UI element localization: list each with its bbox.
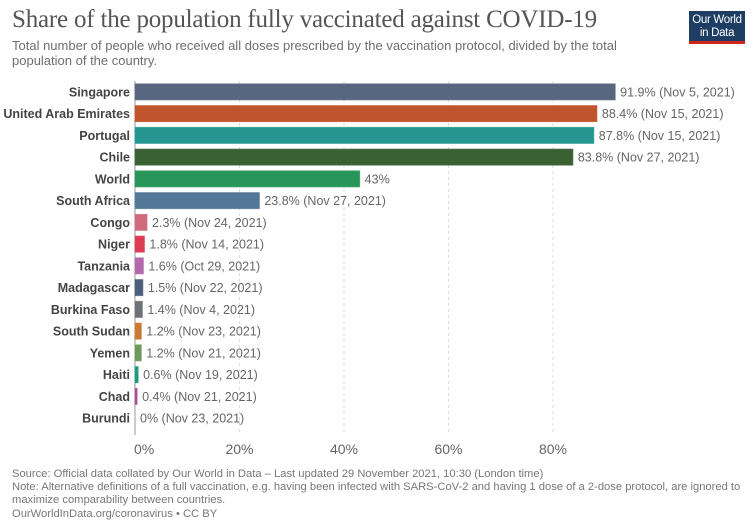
- data-label: 87.8% (Nov 15, 2021): [599, 129, 721, 143]
- category-label: Congo: [90, 216, 130, 230]
- bar: [134, 126, 595, 144]
- category-label: Chile: [99, 151, 130, 165]
- category-label: South Sudan: [53, 325, 130, 339]
- bar: [134, 366, 139, 384]
- bar: [134, 170, 361, 188]
- bar: [134, 213, 148, 231]
- data-label: 2.3% (Nov 24, 2021): [152, 216, 267, 230]
- x-tick-label: 60%: [434, 441, 462, 457]
- category-label: South Africa: [56, 194, 131, 208]
- category-label: Tanzania: [77, 259, 131, 273]
- data-label: 91.9% (Nov 5, 2021): [620, 85, 735, 99]
- chart-footer: Source: Official data collated by Our Wo…: [12, 468, 742, 521]
- chart-title: Share of the population fully vaccinated…: [12, 6, 597, 33]
- bar: [134, 148, 574, 166]
- data-label: 83.8% (Nov 27, 2021): [578, 151, 700, 165]
- source-link[interactable]: OurWorldInData.org/coronavirus • CC BY: [12, 507, 218, 520]
- bar-chart: 0% 20% 40% 60% 80% Singapore 91.9% (Nov 5, 202…: [3, 81, 735, 457]
- data-label: 0.6% (Nov 19, 2021): [143, 368, 258, 382]
- bar: [134, 322, 142, 340]
- data-label: 0.4% (Nov 21, 2021): [142, 390, 257, 404]
- x-tick-label: 20%: [225, 441, 253, 457]
- data-label: 1.4% (Nov 4, 2021): [147, 303, 255, 317]
- category-label: Haiti: [103, 368, 130, 382]
- x-tick-label: 0%: [134, 441, 154, 457]
- bar: [134, 344, 142, 362]
- data-label: 1.2% (Nov 23, 2021): [146, 325, 261, 339]
- category-label: Yemen: [90, 346, 130, 360]
- category-label: United Arab Emirates: [3, 107, 130, 121]
- logo-line-2: in Data: [699, 27, 735, 39]
- bar: [134, 83, 616, 101]
- logo-line-1: Our World: [692, 14, 742, 26]
- category-label: Niger: [98, 238, 130, 252]
- data-label: 23.8% (Nov 27, 2021): [264, 194, 386, 208]
- category-label: Burundi: [82, 412, 130, 426]
- owid-logo[interactable]: Our World in Data: [689, 11, 745, 44]
- data-label: 1.5% (Nov 22, 2021): [148, 281, 263, 295]
- bar: [134, 387, 138, 405]
- bar: [134, 300, 143, 318]
- data-label: 43%: [365, 172, 390, 186]
- bar: [134, 105, 598, 123]
- category-label: Singapore: [69, 85, 130, 99]
- category-label: Chad: [99, 390, 130, 404]
- source-note: Source: Official data collated by Our Wo…: [12, 468, 544, 480]
- methodology-note: Note: Alternative definitions of a full …: [12, 481, 741, 507]
- category-label: World: [95, 172, 130, 186]
- category-label: Portugal: [79, 129, 130, 143]
- chart-subtitle: Total number of people who received all …: [12, 38, 617, 68]
- bar: [134, 192, 260, 210]
- bar: [134, 235, 145, 253]
- bar: [134, 279, 144, 297]
- data-label: 0% (Nov 23, 2021): [140, 412, 244, 426]
- category-label: Madagascar: [58, 281, 130, 295]
- x-tick-label: 80%: [539, 441, 567, 457]
- data-label: 1.8% (Nov 14, 2021): [149, 238, 264, 252]
- x-tick-label: 40%: [330, 441, 358, 457]
- data-label: 1.2% (Nov 21, 2021): [146, 346, 261, 360]
- bar: [134, 257, 144, 275]
- data-label: 1.6% (Oct 29, 2021): [148, 259, 260, 273]
- category-label: Burkina Faso: [51, 303, 131, 317]
- data-label: 88.4% (Nov 15, 2021): [602, 107, 724, 121]
